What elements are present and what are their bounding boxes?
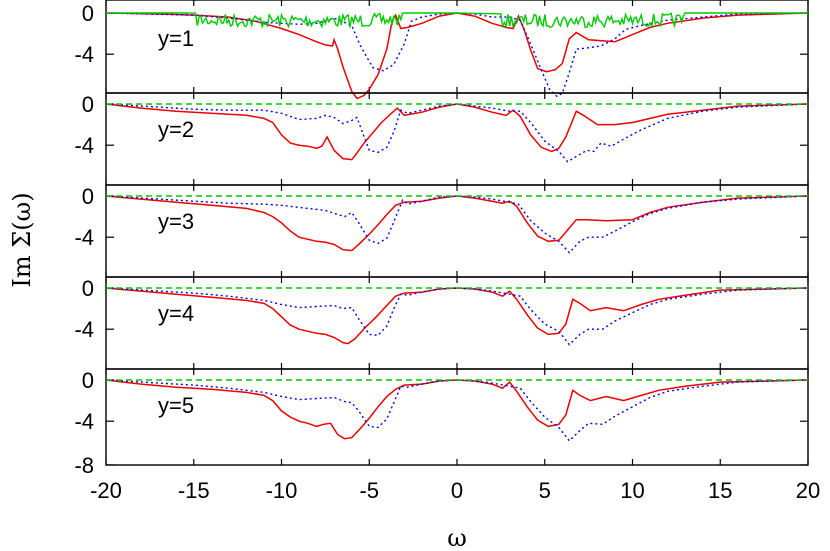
- y-tick-label: 0: [82, 368, 94, 393]
- series-blue-line: [105, 287, 809, 346]
- panel-1: 0 -4 y=1: [74, 0, 809, 100]
- panel-label: y=2: [158, 117, 194, 142]
- series-blue-line: [105, 103, 809, 163]
- panel-frame: [105, 92, 809, 186]
- x-tick-label: 10: [620, 478, 644, 503]
- x-axis-title: ω: [447, 524, 467, 551]
- y-tick-label: -4: [74, 409, 94, 434]
- y-tick-label: 0: [82, 276, 94, 301]
- series-blue-line: [105, 195, 809, 254]
- panel-label: y=1: [158, 26, 194, 51]
- y-tick-label: 0: [82, 1, 94, 26]
- panel-label: y=5: [158, 393, 194, 418]
- series-red-line: [105, 287, 809, 345]
- x-tick-label: -10: [266, 478, 298, 503]
- series-blue-line: [105, 379, 809, 442]
- y-tick-label: -4: [74, 42, 94, 67]
- series-red-line: [105, 195, 809, 252]
- x-tick-label: -20: [90, 478, 122, 503]
- panel-4: 0 -4 y=4: [74, 276, 809, 370]
- y-tick-label: -4: [74, 225, 94, 250]
- x-tick-label: 15: [708, 478, 732, 503]
- series-blue-line: [105, 12, 809, 98]
- series-red-line: [105, 12, 809, 100]
- panel-2: 0 -4 y=2: [74, 92, 809, 186]
- panel-frame: [105, 0, 809, 94]
- series-green-line: [106, 12, 808, 30]
- panel-label: y=3: [158, 209, 194, 234]
- panel-frame: [105, 184, 809, 278]
- y-tick-label: 0: [82, 184, 94, 209]
- panel-3: 0 -4 y=3: [74, 184, 809, 278]
- y-axis-title: Im Σ(ω): [8, 192, 36, 287]
- panels-group: 0 -4 y=1 0 -4 y=2 0 -4 y=3 0 -4 y=4 0 -4 -8 y=5 -20 -15 -1…: [74, 0, 820, 503]
- x-tick-label: 0: [451, 478, 463, 503]
- y-tick-label: -4: [74, 317, 94, 342]
- panel-frame: [105, 276, 809, 370]
- x-tick-label: 5: [539, 478, 551, 503]
- x-tick-label: -5: [359, 478, 379, 503]
- x-tick-label: -15: [178, 478, 210, 503]
- panel-label: y=4: [158, 301, 194, 326]
- y-tick-label: 0: [82, 92, 94, 117]
- x-tick-label: 20: [796, 478, 820, 503]
- panel-5: 0 -4 -8 y=5: [74, 368, 809, 478]
- y-tick-label: -4: [74, 133, 94, 158]
- y-tick-label: -8: [74, 453, 94, 478]
- series-red-line: [105, 103, 809, 161]
- series-red-line: [105, 379, 809, 440]
